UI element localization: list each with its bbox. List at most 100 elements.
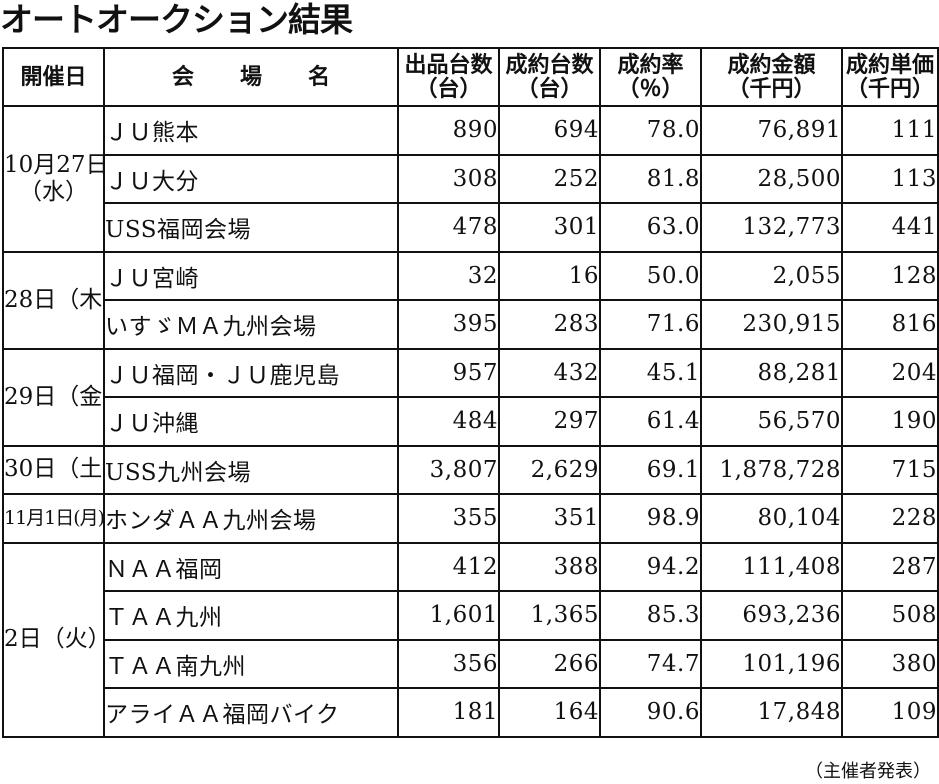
listed-cell: 484	[397, 396, 500, 447]
rate-cell: 61.4	[599, 396, 702, 447]
venue-cell: USS福岡会場	[103, 202, 399, 253]
header-unit-price-unit: （千円）	[845, 76, 934, 102]
rate-cell: 50.0	[599, 250, 702, 301]
unit-price-cell: 228	[841, 493, 939, 544]
date-label: 10月27日	[4, 151, 104, 178]
venue-cell: いすゞＭＡ九州会場	[103, 299, 399, 350]
table-row: ＪＵ沖縄 484 297 61.4 56,570 190	[3, 396, 939, 447]
sold-cell: 694	[498, 105, 601, 156]
date-cell: 2日（火）	[2, 541, 105, 738]
venue-cell: USS九州会場	[103, 444, 399, 495]
listed-cell: 395	[397, 299, 500, 350]
rate-cell: 90.6	[599, 687, 702, 738]
unit-price-cell: 109	[841, 687, 939, 738]
rate-cell: 81.8	[599, 153, 702, 204]
header-unit-price: 成約単価 （千円）	[841, 47, 939, 107]
venue-cell: ＪＵ宮崎	[103, 250, 399, 301]
header-sold: 成約台数 （台）	[498, 47, 601, 107]
source-note: （主催者発表）	[805, 761, 931, 782]
table-row: 11月1日(月) ホンダＡＡ九州会場 355 351 98.9 80,104 2…	[2, 493, 939, 544]
listed-cell: 957	[397, 347, 500, 398]
unit-price-cell: 204	[841, 347, 939, 398]
venue-cell: ＪＵ大分	[103, 153, 399, 204]
venue-cell: ＪＵ沖縄	[103, 396, 399, 447]
date-cell: 29日（金）	[2, 347, 105, 447]
date-weekday: （水）	[19, 178, 88, 205]
rate-cell: 98.9	[599, 493, 702, 544]
sold-cell: 301	[498, 202, 601, 253]
rate-cell: 74.7	[599, 638, 702, 689]
unit-price-cell: 287	[841, 541, 939, 592]
header-amount-unit: （千円）	[727, 76, 816, 102]
venue-cell: アライＡＡ福岡バイク	[103, 687, 399, 738]
rate-cell: 71.6	[599, 299, 702, 350]
venue-cell: ＪＵ福岡・ＪＵ鹿児島	[103, 347, 399, 398]
venue-cell: ホンダＡＡ九州会場	[103, 493, 399, 544]
header-date: 開催日	[2, 47, 105, 107]
venue-cell: ＴＡＡ九州	[103, 590, 399, 641]
rate-cell: 94.2	[599, 541, 702, 592]
sold-cell: 266	[498, 638, 601, 689]
table-row: ＪＵ大分 308 252 81.8 28,500 113	[3, 153, 939, 204]
unit-price-cell: 380	[841, 638, 939, 689]
sold-cell: 2,629	[498, 444, 601, 495]
venue-cell: ＪＵ熊本	[103, 105, 399, 156]
sold-cell: 1,365	[498, 590, 601, 641]
amount-cell: 111,408	[700, 541, 843, 592]
sold-cell: 283	[498, 299, 601, 350]
amount-cell: 80,104	[700, 493, 843, 544]
sold-cell: 297	[498, 396, 601, 447]
header-amount-label: 成約金額	[727, 52, 816, 78]
listed-cell: 355	[397, 493, 500, 544]
venue-cell: ＮＡＡ福岡	[103, 541, 399, 592]
date-cell: 10月27日 （水）	[2, 105, 105, 253]
table-row: いすゞＭＡ九州会場 395 283 71.6 230,915 816	[3, 299, 939, 350]
table-row: 28日（木） ＪＵ宮崎 32 16 50.0 2,055 128	[2, 250, 939, 350]
listed-cell: 3,807	[397, 444, 500, 495]
unit-price-cell: 190	[841, 396, 939, 447]
amount-cell: 76,891	[700, 105, 843, 156]
header-sold-unit: （台）	[516, 76, 583, 102]
listed-cell: 890	[397, 105, 500, 156]
venue-cell: ＴＡＡ南九州	[103, 638, 399, 689]
header-sold-label: 成約台数	[505, 52, 594, 78]
listed-cell: 478	[397, 202, 500, 253]
date-cell: 30日（土）	[2, 444, 105, 495]
amount-cell: 56,570	[700, 396, 843, 447]
unit-price-cell: 128	[841, 250, 939, 301]
header-rate-unit: （％）	[617, 76, 684, 102]
rate-cell: 63.0	[599, 202, 702, 253]
amount-cell: 88,281	[700, 347, 843, 398]
unit-price-cell: 816	[841, 299, 939, 350]
header-unit-price-label: 成約単価	[845, 52, 934, 78]
header-listed-label: 出品台数	[404, 52, 493, 78]
table-row: 10月27日 （水） ＪＵ熊本 890 694 78.0 76,891 111	[2, 105, 939, 253]
date-cell: 28日（木）	[2, 250, 105, 350]
rate-cell: 69.1	[599, 444, 702, 495]
table-row: アライＡＡ福岡バイク 181 164 90.6 17,848 109	[3, 687, 939, 738]
table-row: 2日（火） ＮＡＡ福岡 412 388 94.2 111,408 287	[2, 541, 939, 738]
results-body: 10月27日 （水） ＪＵ熊本 890 694 78.0 76,891 111 …	[2, 105, 939, 738]
amount-cell: 101,196	[700, 638, 843, 689]
table-row: USS福岡会場 478 301 63.0 132,773 441	[3, 202, 939, 253]
rate-cell: 45.1	[599, 347, 702, 398]
listed-cell: 32	[397, 250, 500, 301]
header-listed-unit: （台）	[415, 76, 482, 102]
auction-results-table: 開催日 会場名 出品台数 （台） 成約台数 （台） 成約率 （％） 成約金額 （…	[2, 47, 939, 738]
header-venue: 会場名	[103, 47, 399, 107]
unit-price-cell: 508	[841, 590, 939, 641]
amount-cell: 132,773	[700, 202, 843, 253]
table-row: ＴＡＡ九州 1,601 1,365 85.3 693,236 508	[3, 590, 939, 641]
page-title: オートオークション結果	[0, 0, 353, 39]
listed-cell: 308	[397, 153, 500, 204]
amount-cell: 693,236	[700, 590, 843, 641]
listed-cell: 412	[397, 541, 500, 592]
amount-cell: 28,500	[700, 153, 843, 204]
unit-price-cell: 715	[841, 444, 939, 495]
sold-cell: 164	[498, 687, 601, 738]
amount-cell: 17,848	[700, 687, 843, 738]
date-cell: 11月1日(月)	[2, 493, 105, 544]
header-amount: 成約金額 （千円）	[700, 47, 843, 107]
rate-cell: 78.0	[599, 105, 702, 156]
table-row: ＴＡＡ南九州 356 266 74.7 101,196 380	[3, 638, 939, 689]
